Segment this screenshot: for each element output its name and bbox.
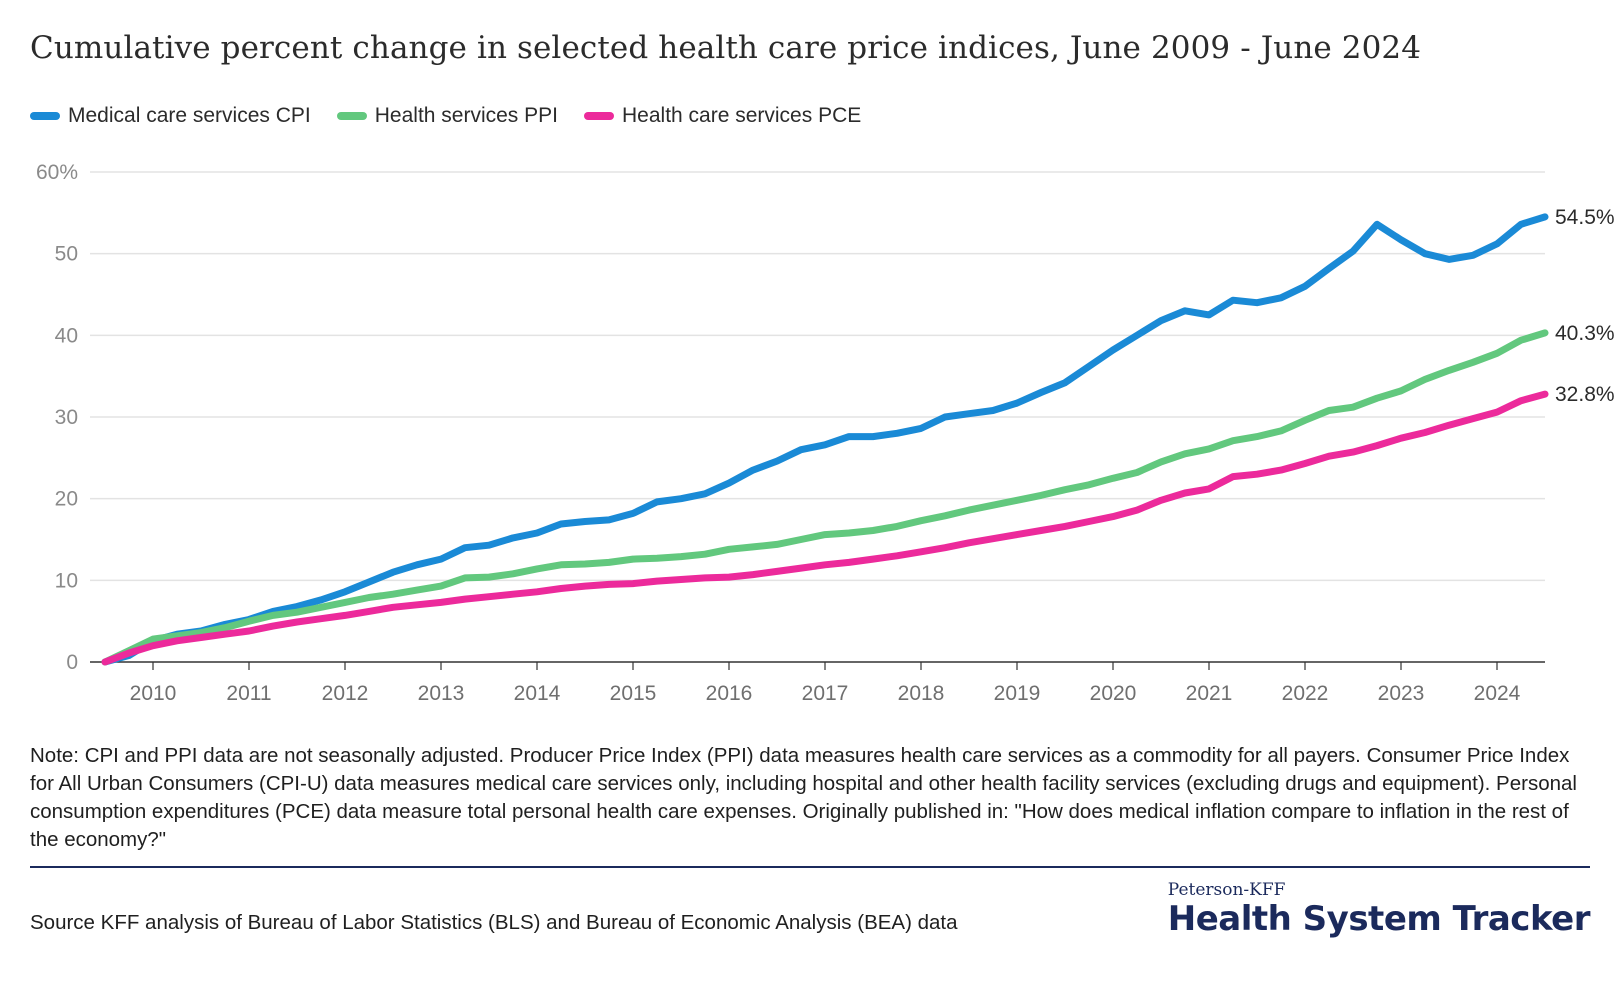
chart-legend: Medical care services CPI Health service… (30, 104, 861, 128)
x-tick-label: 2018 (898, 682, 945, 705)
series-line-1 (101, 329, 1549, 666)
x-tick-label: 2010 (130, 682, 177, 705)
y-tick-label: 10 (55, 569, 78, 592)
legend-label-cpi: Medical care services CPI (68, 104, 311, 127)
brand-title: Health System Tracker (1167, 899, 1591, 939)
legend-label-pce: Health care services PCE (622, 104, 862, 127)
grid-layer (90, 171, 1545, 582)
x-tick-label: 2016 (706, 682, 753, 705)
y-tick-label: 0 (66, 651, 78, 674)
brand-subtitle: Peterson-KFF (1167, 880, 1286, 900)
brand-logo: Peterson-KFF Health System Tracker (1167, 880, 1591, 939)
x-tick-label: 2022 (1282, 682, 1329, 705)
end-label-layer: 54.5% 40.3% 32.8% (1555, 206, 1615, 406)
x-tick-label: 2012 (322, 682, 369, 705)
x-tick-label: 2017 (802, 682, 849, 705)
series-end-label-2: 32.8% (1555, 383, 1615, 406)
x-tick-label: 2023 (1378, 682, 1425, 705)
x-tick-label: 2015 (610, 682, 657, 705)
series-end-label-0: 54.5% (1555, 206, 1615, 229)
legend-item-ppi: Health services PPI (336, 104, 558, 128)
y-tick-label: 60% (36, 161, 78, 184)
x-tick-label: 2020 (1090, 682, 1137, 705)
axis-layer: 0 10 20 30 40 50 60% 2010 2011 2012 2013 2014 2015 20… (36, 161, 1545, 705)
legend-label-ppi: Health services PPI (374, 104, 558, 127)
series-line-0 (101, 213, 1549, 666)
legend-item-cpi: Medical care services CPI (30, 104, 311, 128)
x-tick-label: 2019 (994, 682, 1041, 705)
legend-swatch-ppi (336, 112, 367, 120)
y-tick-label: 30 (55, 406, 78, 429)
source-text: Source KFF analysis of Bureau of Labor S… (30, 911, 958, 934)
y-tick-label: 20 (55, 488, 78, 511)
x-tick-label: 2024 (1474, 682, 1521, 705)
y-tick-label: 50 (55, 243, 78, 266)
line-chart: 0 10 20 30 40 50 60% 2010 2011 2012 2013 2014 2015 20… (36, 161, 1615, 705)
footer-divider (30, 866, 1590, 868)
series-end-label-1: 40.3% (1555, 322, 1615, 345)
x-tick-label: 2011 (226, 682, 271, 705)
chart-note: Note: CPI and PPI data are not seasonall… (30, 744, 1577, 851)
x-tick-label: 2013 (418, 682, 465, 705)
x-tick-label: 2021 (1186, 682, 1233, 705)
legend-swatch-cpi (30, 112, 60, 120)
y-tick-label: 40 (55, 324, 78, 347)
legend-item-pce: Health care services PCE (584, 104, 861, 128)
series-layer (101, 213, 1549, 666)
x-tick-label: 2014 (514, 682, 561, 705)
series-line-2 (101, 390, 1549, 666)
chart-title: Cumulative percent change in selected he… (30, 30, 1422, 66)
legend-swatch-pce (584, 112, 614, 120)
